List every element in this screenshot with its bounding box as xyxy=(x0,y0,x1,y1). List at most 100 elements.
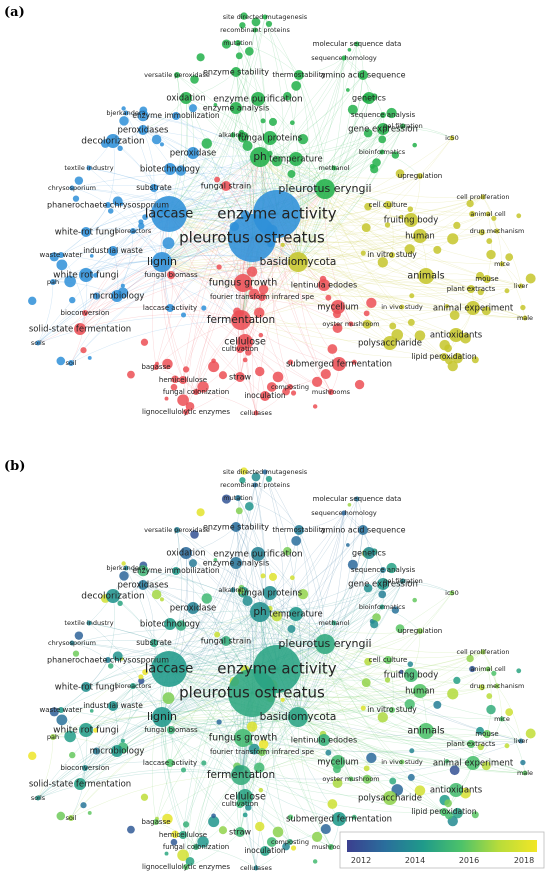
network-node-minor xyxy=(444,344,452,353)
network-link xyxy=(161,659,389,718)
network-node xyxy=(123,110,129,116)
network-node xyxy=(172,112,180,120)
network-node xyxy=(253,190,301,238)
term-label: mutation xyxy=(223,39,252,47)
network-node xyxy=(164,618,176,630)
term-label: in vitro study xyxy=(367,250,417,259)
network-link xyxy=(168,213,340,365)
network-node-minor xyxy=(378,590,387,599)
network-node-minor xyxy=(351,359,357,365)
network-node xyxy=(234,729,252,747)
network-link xyxy=(261,643,326,753)
network-node-minor xyxy=(117,600,123,606)
network-link xyxy=(257,98,326,190)
term-label: sequence analysis xyxy=(351,566,416,574)
network-link xyxy=(297,261,445,358)
network-link xyxy=(343,57,384,116)
network-node-minor xyxy=(211,813,216,819)
network-node xyxy=(153,819,159,825)
term-label: liver xyxy=(514,737,528,745)
network-node-minor xyxy=(180,767,187,773)
network-node xyxy=(172,567,180,575)
network-link xyxy=(60,188,326,256)
network-link xyxy=(387,659,394,711)
network-node-minor xyxy=(469,665,476,673)
network-node xyxy=(105,657,111,663)
network-link xyxy=(168,71,237,215)
network-node xyxy=(400,578,406,584)
term-label: mouse xyxy=(475,275,499,283)
network-node xyxy=(235,372,245,382)
network-link xyxy=(240,651,484,776)
network-link xyxy=(235,71,326,190)
network-node-minor xyxy=(201,593,213,604)
network-node-minor xyxy=(244,501,254,511)
network-link xyxy=(142,129,326,190)
network-link xyxy=(264,16,326,190)
network-node-minor xyxy=(320,369,331,380)
network-node xyxy=(235,40,241,46)
network-link xyxy=(381,125,404,153)
network-link xyxy=(161,261,427,286)
network-node-minor xyxy=(185,402,195,411)
network-node xyxy=(231,522,241,532)
network-link xyxy=(125,567,326,645)
network-link xyxy=(132,230,172,276)
network-node xyxy=(153,364,159,370)
network-link xyxy=(169,621,326,645)
network-node-minor xyxy=(477,743,484,751)
network-link xyxy=(79,716,299,785)
network-link xyxy=(168,213,393,256)
network-node xyxy=(250,602,270,622)
network-link xyxy=(259,611,484,654)
network-node-minor xyxy=(481,761,491,771)
network-link xyxy=(259,611,421,692)
network-node-minor xyxy=(258,739,269,750)
network-node-minor xyxy=(478,229,485,236)
network-link xyxy=(79,692,253,785)
term-label: recombinant proteins xyxy=(220,481,290,489)
network-node-minor xyxy=(282,842,290,851)
network-link xyxy=(142,584,155,644)
year-colorbar: 2012 2014 2016 2018 xyxy=(339,831,545,869)
network-link xyxy=(161,589,234,718)
network-link xyxy=(259,114,384,158)
term-label: fungal biomass xyxy=(144,726,198,734)
network-link xyxy=(259,611,427,732)
term-label: plant extracts xyxy=(447,285,496,293)
network-node xyxy=(294,70,304,80)
network-node-minor xyxy=(384,222,391,228)
network-node xyxy=(174,72,180,78)
network-link xyxy=(60,709,86,769)
network-node xyxy=(86,165,92,171)
network-node-minor xyxy=(87,810,92,815)
network-node-minor xyxy=(93,727,99,733)
term-label: sequence homology xyxy=(311,509,377,517)
network-node xyxy=(289,607,303,621)
term-label: laccase activity xyxy=(143,304,197,312)
term-label: fruiting body xyxy=(384,671,438,681)
term-label: fourier transform infrared spe xyxy=(210,748,314,756)
network-link xyxy=(161,716,472,752)
network-node xyxy=(331,165,337,171)
term-label: methanol xyxy=(319,164,350,172)
network-link xyxy=(381,580,404,608)
term-label: fungal biomass xyxy=(144,271,198,279)
network-link xyxy=(176,74,261,158)
term-label: upregulation xyxy=(398,172,442,180)
network-node-minor xyxy=(404,244,415,255)
term-label: textile industry xyxy=(64,619,113,627)
network-node-minor xyxy=(92,747,101,755)
term-label: peroxidases xyxy=(118,126,170,136)
network-node xyxy=(480,649,486,655)
network-node xyxy=(150,184,158,192)
network-link xyxy=(37,771,242,799)
network-link xyxy=(324,188,403,308)
network-link xyxy=(240,740,522,780)
term-label: cultivation xyxy=(222,800,259,808)
network-node-minor xyxy=(218,371,228,380)
network-link xyxy=(259,611,489,670)
term-label: polysaccharide xyxy=(358,339,422,349)
term-label: fungal proteins xyxy=(238,589,303,599)
